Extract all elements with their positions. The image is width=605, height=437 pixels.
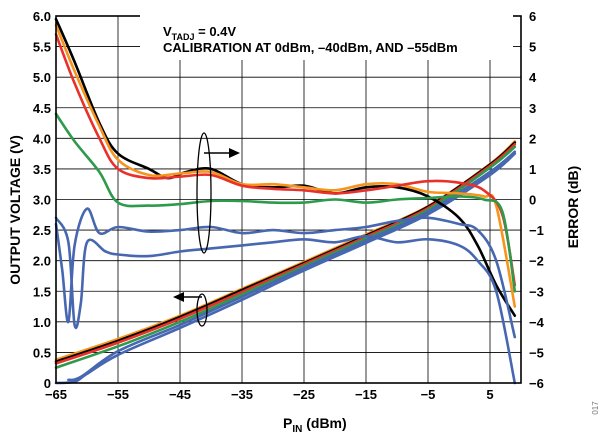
- annotation-line-2: CALIBRATION AT 0dBm, –40dBm, AND –55dBm: [163, 40, 458, 55]
- y-left-tick-label: 4.5: [33, 101, 51, 116]
- series-lines: [54, 17, 517, 385]
- y-right-tick-label: 3: [529, 101, 536, 116]
- y-right-tick-label: −5: [529, 345, 544, 360]
- y-left-tick-label: 0.5: [33, 345, 51, 360]
- tick-labels: −65 −55 −45 −35 −25 −15 −5 500.51.01.52.02.53.0…: [33, 9, 545, 402]
- y-left-tick-label: 1.0: [33, 315, 51, 330]
- y-left-tick-label: 4.0: [33, 131, 51, 146]
- error-series-blue-line-4: [54, 207, 517, 339]
- y-right-tick-label: −2: [529, 254, 544, 269]
- voltage-series-red-line-2: [54, 143, 517, 365]
- left-arrow-head: [173, 292, 184, 302]
- y-left-tick-label: 5.0: [33, 70, 51, 85]
- x-tick-label: −55: [107, 387, 129, 402]
- y-right-tick-label: 6: [529, 9, 536, 24]
- annotation-background: [140, 12, 513, 60]
- voltage-series-bracket: [196, 293, 208, 327]
- y-right-tick-label: 1: [529, 162, 536, 177]
- annotation-line-1: VTADJ = 0.4V: [163, 24, 236, 42]
- y-left-tick-label: 2.0: [33, 254, 51, 269]
- voltage-series-blue-line-5: [54, 152, 517, 385]
- x-tick-label: −35: [231, 387, 253, 402]
- y-right-tick-label: −3: [529, 284, 544, 299]
- right-arrow-head: [229, 148, 240, 158]
- error-series-red-line-2: [54, 33, 517, 287]
- voltage-series-black-line-1: [54, 141, 517, 363]
- y-right-tick-label: 4: [529, 70, 537, 85]
- y-left-tick-label: 3.5: [33, 162, 51, 177]
- y-left-tick-label: 5.5: [33, 40, 51, 55]
- y-right-tick-label: 0: [529, 193, 536, 208]
- left-axis-label: OUTPUT VOLTAGE (V): [7, 135, 23, 285]
- annotation-box: VTADJ = 0.4V CALIBRATION AT 0dBm, –40dBm…: [140, 12, 513, 60]
- error-series-blue-line-5: [54, 216, 517, 385]
- x-tick-label: −65: [45, 387, 67, 402]
- right-axis-indicator: [196, 132, 240, 254]
- x-tick-label: 5: [486, 387, 493, 402]
- error-series-black-line-0: [54, 17, 517, 317]
- x-tick-label: −25: [293, 387, 315, 402]
- y-right-tick-label: 2: [529, 131, 536, 146]
- y-left-tick-label: 0: [44, 376, 51, 391]
- error-series-orange-line-1: [54, 23, 517, 308]
- right-axis-label: ERROR (dB): [565, 166, 581, 248]
- y-right-tick-label: 5: [529, 40, 536, 55]
- y-left-tick-label: 1.5: [33, 284, 51, 299]
- grid-lines: [55, 15, 521, 384]
- x-axis-label: PIN (dBm): [283, 415, 347, 435]
- y-left-tick-label: 6.0: [33, 9, 51, 24]
- x-tick-label: −5: [421, 387, 436, 402]
- left-axis-indicator: [173, 292, 208, 327]
- figure-number-watermark: 017: [591, 401, 600, 415]
- y-left-tick-label: 3.0: [33, 193, 51, 208]
- y-right-tick-label: −1: [529, 223, 544, 238]
- error-series-green-line-3: [54, 112, 517, 293]
- y-right-tick-label: −6: [529, 376, 544, 391]
- error-series-bracket: [196, 132, 212, 254]
- y-left-tick-label: 2.5: [33, 223, 51, 238]
- x-tick-label: −45: [169, 387, 191, 402]
- y-right-tick-label: −4: [529, 315, 545, 330]
- x-tick-label: −15: [355, 387, 377, 402]
